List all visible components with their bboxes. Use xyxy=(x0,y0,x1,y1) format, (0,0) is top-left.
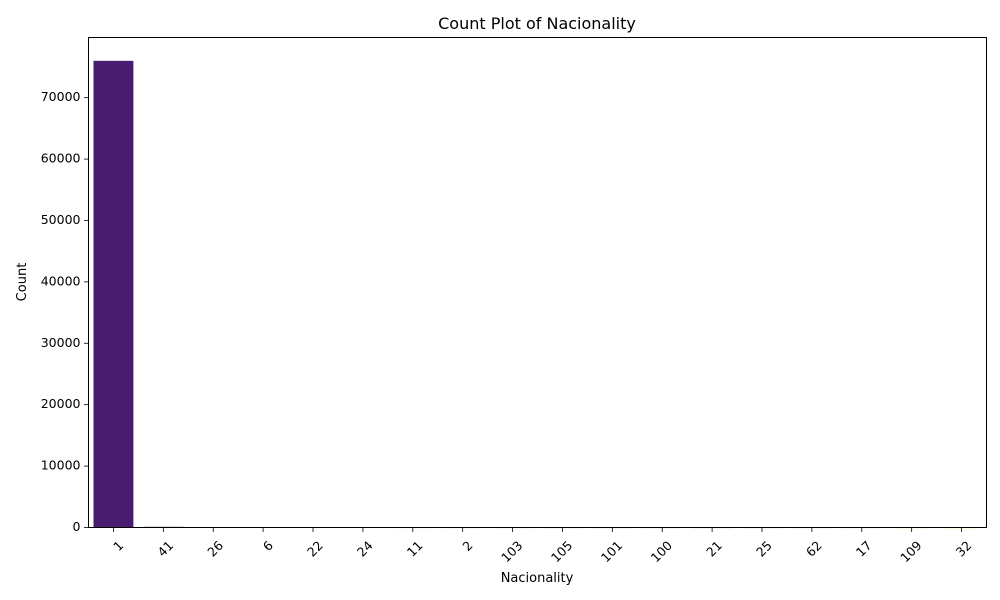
y-tick-label-60000: 60000 xyxy=(41,151,81,166)
y-tick-label-40000: 40000 xyxy=(41,273,81,288)
x-tick-label-101: 101 xyxy=(598,538,625,565)
plot-frame xyxy=(88,37,987,528)
y-axis-ticks: 0 10000 20000 30000 40000 50000 60000 70000 xyxy=(41,89,89,534)
y-axis-label: Count xyxy=(15,263,30,302)
y-tick-label-20000: 20000 xyxy=(41,396,81,411)
x-tick-label-1: 1 xyxy=(110,538,126,554)
x-tick-label-24: 24 xyxy=(354,538,376,560)
y-tick-label-10000: 10000 xyxy=(41,458,81,473)
x-tick-label-103: 103 xyxy=(498,538,525,565)
x-tick-label-22: 22 xyxy=(304,538,326,560)
y-tick-label-30000: 30000 xyxy=(41,335,81,350)
y-tick-label-0: 0 xyxy=(73,519,81,534)
y-tick-label-50000: 50000 xyxy=(41,212,81,227)
x-tick-label-6: 6 xyxy=(260,538,276,554)
x-tick-label-21: 21 xyxy=(703,538,725,560)
y-tick-label-70000: 70000 xyxy=(41,89,81,104)
x-tick-label-2: 2 xyxy=(459,538,475,554)
x-tick-label-26: 26 xyxy=(204,538,226,560)
x-tick-label-100: 100 xyxy=(648,538,676,566)
bar-1 xyxy=(93,60,134,528)
x-tick-label-105: 105 xyxy=(548,538,575,565)
x-axis-ticks: 1 41 26 6 22 24 11 2 103 105 101 100 21 25 62 17 109 32 xyxy=(110,527,975,566)
x-tick-label-11: 11 xyxy=(404,538,426,560)
x-tick-label-17: 17 xyxy=(853,538,875,560)
x-tick-label-109: 109 xyxy=(897,538,925,566)
x-tick-label-62: 62 xyxy=(803,538,825,560)
x-tick-label-41: 41 xyxy=(154,538,176,560)
chart-title: Count Plot of Nacionality xyxy=(438,14,636,33)
bars-group xyxy=(93,60,982,529)
x-tick-label-25: 25 xyxy=(753,538,775,560)
x-tick-label-32: 32 xyxy=(953,538,975,560)
x-axis-label: Nacionality xyxy=(501,571,574,586)
